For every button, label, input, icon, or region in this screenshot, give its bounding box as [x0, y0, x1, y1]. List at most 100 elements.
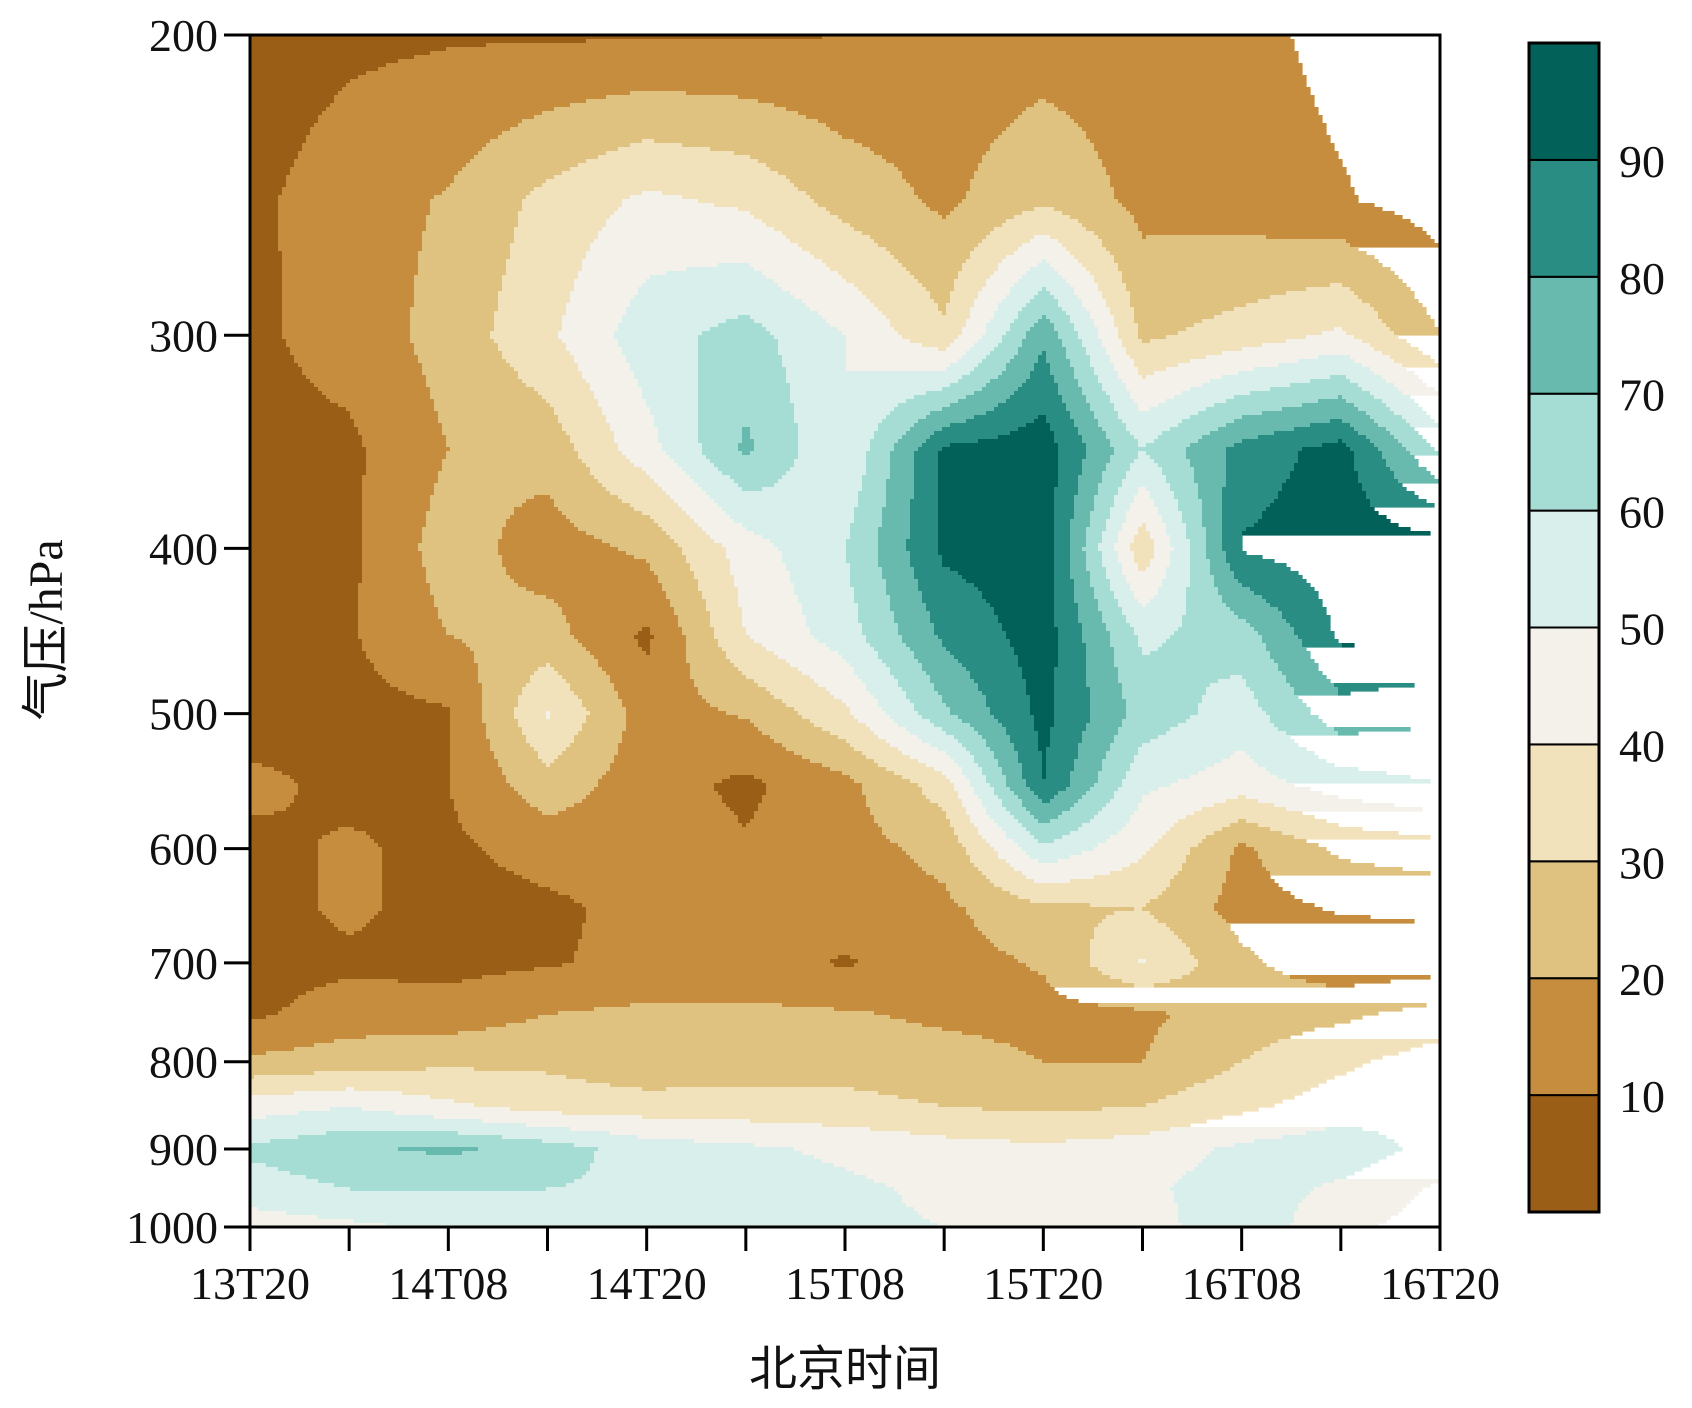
contour-band-cell [1078, 219, 1135, 224]
contour-band-cell [626, 727, 759, 732]
contour-band-cell [1118, 487, 1139, 492]
contour-band-cell [594, 1151, 803, 1156]
contour-band-cell [1086, 555, 1103, 560]
contour-band-cell [250, 1075, 255, 1080]
contour-band-cell [1154, 459, 1191, 464]
contour-band-cell [1134, 595, 1155, 600]
contour-band-cell [982, 1107, 1103, 1112]
contour-band-cell [1170, 1127, 1327, 1132]
contour-band-cell [998, 823, 1023, 828]
contour-band-cell [1126, 287, 1307, 292]
contour-band-cell [250, 159, 295, 164]
contour-band-cell [1118, 551, 1135, 556]
contour-band-cell [1014, 791, 1035, 796]
contour-band-cell [1114, 543, 1131, 548]
contour-band-cell [930, 291, 951, 296]
contour-band-cell [1370, 439, 1399, 444]
contour-band-cell [798, 711, 851, 716]
contour-band-cell [782, 743, 851, 748]
contour-band-cell [1298, 455, 1355, 460]
contour-band-cell [998, 759, 1019, 764]
contour-band-cell [1190, 583, 1215, 588]
contour-band-cell [858, 499, 887, 504]
contour-band-cell [1222, 883, 1279, 888]
contour-band-cell [786, 175, 903, 180]
contour-band-cell [1026, 687, 1055, 692]
contour-band-cell [482, 687, 523, 692]
contour-band-cell [1230, 867, 1267, 872]
contour-band-cell [250, 851, 319, 856]
contour-band-cell [278, 223, 427, 228]
contour-band-cell [1046, 755, 1079, 760]
contour-band-cell [866, 459, 891, 464]
contour-band-cell [774, 483, 863, 488]
contour-band-cell [1026, 379, 1055, 384]
contour-band-cell [250, 999, 295, 1004]
contour-band-cell [946, 311, 971, 316]
contour-band-cell [1138, 751, 1235, 756]
contour-band-cell [602, 539, 675, 544]
contour-band-cell [786, 375, 963, 380]
contour-band-cell [450, 767, 503, 772]
contour-band-cell [574, 1179, 875, 1184]
contour-band-cell [1054, 207, 1127, 212]
contour-band-cell [414, 351, 503, 356]
contour-band-cell [566, 747, 619, 752]
contour-band-cell [1166, 1011, 1379, 1016]
contour-band-cell [786, 567, 851, 572]
contour-band-cell [558, 331, 615, 336]
contour-band-cell [1242, 531, 1431, 536]
contour-band-cell [986, 703, 1031, 708]
contour-band-cell [1350, 423, 1379, 428]
contour-band-cell [282, 271, 419, 276]
contour-band-cell [318, 843, 379, 848]
contour-band-cell [506, 519, 571, 524]
contour-band-cell [546, 715, 551, 720]
contour-band-cell [1126, 471, 1163, 476]
contour-band-cell [710, 703, 787, 708]
contour-band-cell [846, 335, 903, 340]
contour-band-cell [814, 679, 863, 684]
contour-band-cell [650, 515, 691, 520]
contour-band-cell [250, 747, 451, 752]
contour-band-cell [362, 527, 423, 532]
contour-band-cell [1190, 947, 1251, 952]
contour-band-cell [1006, 859, 1039, 864]
contour-band-cell [822, 35, 1291, 40]
contour-band-cell [450, 719, 483, 724]
contour-band-cell [1122, 719, 1187, 724]
contour-band-cell [1178, 819, 1239, 824]
contour-band-cell [1178, 779, 1287, 784]
contour-band-cell [382, 855, 491, 860]
contour-band-cell [630, 503, 679, 508]
contour-band-cell [914, 483, 939, 488]
contour-band-cell [1086, 643, 1111, 648]
contour-band-cell [1058, 651, 1087, 656]
contour-band-cell [1134, 759, 1223, 764]
contour-band-cell [974, 755, 995, 760]
contour-band-cell [1190, 579, 1215, 584]
contour-band-cell [1050, 731, 1083, 736]
contour-band-cell [514, 239, 595, 244]
contour-band-cell [1034, 367, 1051, 372]
contour-band-cell [914, 859, 971, 864]
contour-band-cell [850, 743, 891, 748]
contour-band-cell [1190, 971, 1283, 976]
contour-band-cell [926, 391, 975, 396]
contour-band-cell [1394, 435, 1423, 440]
contour-band-cell [1358, 471, 1395, 476]
contour-band-cell [1134, 435, 1159, 440]
contour-band-cell [250, 1071, 315, 1076]
contour-band-cell [854, 587, 887, 592]
contour-band-cell [1086, 543, 1099, 548]
contour-band-cell [502, 527, 579, 532]
contour-band-cell [870, 147, 991, 152]
contour-band-cell [602, 407, 651, 412]
contour-band-cell [818, 119, 1015, 124]
contour-band-cell [582, 643, 639, 648]
contour-band-cell [250, 507, 363, 512]
contour-band-cell [1134, 907, 1143, 912]
contour-band-cell [586, 647, 643, 652]
contour-band-cell [318, 883, 383, 888]
contour-band-cell [582, 935, 987, 940]
